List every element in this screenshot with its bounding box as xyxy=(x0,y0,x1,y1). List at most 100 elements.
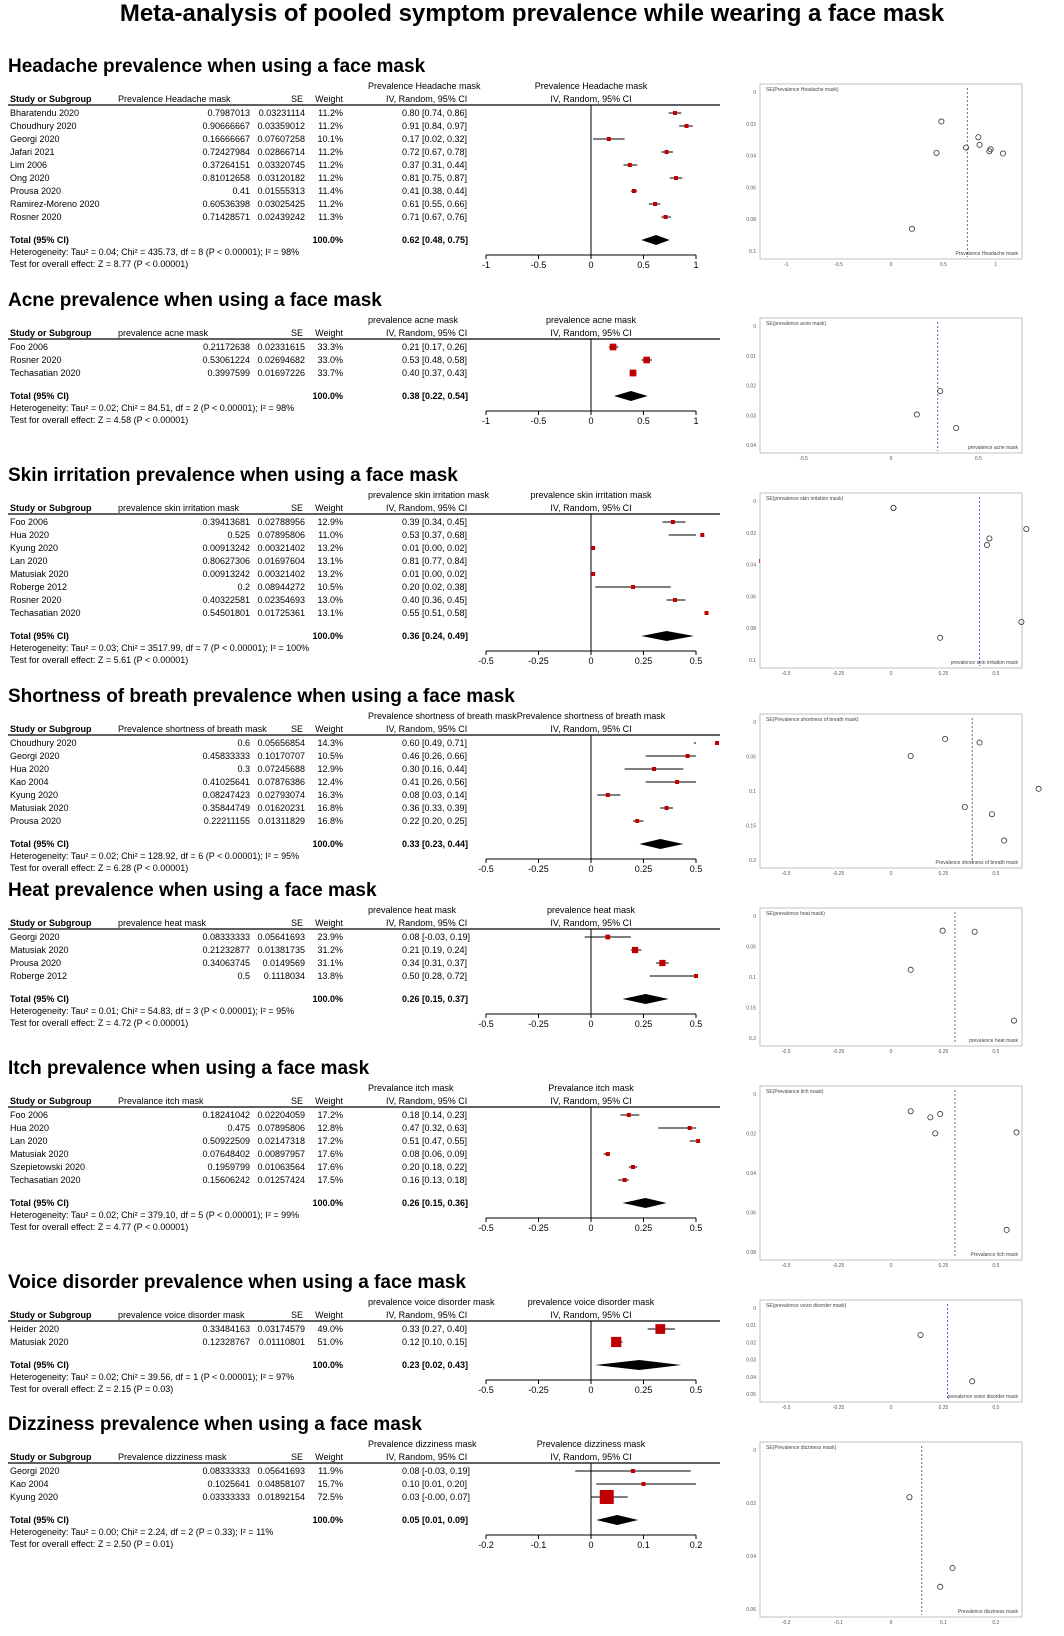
study-name: Szepietowski 2020 xyxy=(10,1162,85,1172)
funnel-point xyxy=(1011,1017,1018,1024)
funnel-point xyxy=(933,149,940,156)
funnel-y-tick: 0.05 xyxy=(746,945,756,951)
study-marker xyxy=(635,819,640,823)
forest-panel: Shortness of breath prevalence when usin… xyxy=(0,686,1064,880)
study-prevalence: 0.35844749 xyxy=(202,803,250,813)
study-marker xyxy=(599,1490,614,1504)
heterogeneity-text: Heterogeneity: Tau² = 0.04; Chi² = 435.7… xyxy=(10,247,299,257)
study-weight: 11.2% xyxy=(318,199,343,209)
funnel-y-label: SE(Prevalence shortness of breath mask) xyxy=(766,717,859,723)
study-weight: 15.7% xyxy=(317,1479,343,1489)
weight-column-header: Weight xyxy=(315,328,343,338)
study-prevalence: 0.3 xyxy=(237,764,250,774)
x-tick-label: 0.5 xyxy=(690,864,703,874)
study-column-header: Study or Subgroup xyxy=(10,1452,92,1462)
funnel-plot: SE(prevalence acne mask) prevalence acne … xyxy=(746,317,1023,462)
study-weight: 17.2% xyxy=(317,1110,343,1120)
funnel-y-label: SE(prevalence voice disorder mask) xyxy=(766,1303,847,1309)
study-marker xyxy=(673,111,677,115)
funnel-y-tick: 0 xyxy=(753,914,756,920)
funnel-y-tick: 0.08 xyxy=(746,1250,756,1256)
funnel-y-tick: 0.1 xyxy=(749,789,756,795)
total-weight: 100.0% xyxy=(312,1198,343,1208)
study-prevalence: 0.525 xyxy=(227,530,250,540)
funnel-x-tick: -0.25 xyxy=(833,671,845,677)
total-label: Total (95% CI) xyxy=(10,994,69,1004)
study-name: Ong 2020 xyxy=(10,173,50,183)
panel-title: Headache prevalence when using a face ma… xyxy=(8,56,426,77)
funnel-y-tick: 0.15 xyxy=(746,1006,756,1012)
study-prevalence: 0.22211155 xyxy=(204,816,250,826)
funnel-x-tick: -0.5 xyxy=(782,1405,791,1411)
total-ci-text: 0.05 [0.01, 0.09] xyxy=(402,1515,468,1525)
x-tick-label: 0 xyxy=(588,1223,593,1233)
prevalence-column-header: Prevalence dizziness mask xyxy=(118,1452,227,1462)
study-weight: 49.0% xyxy=(317,1324,343,1334)
x-tick-label: -0.25 xyxy=(528,656,549,666)
study-column-header: Study or Subgroup xyxy=(10,918,92,928)
plot-ci-header: IV, Random, 95% CI xyxy=(550,918,631,928)
study-name: Rosner 2020 xyxy=(10,212,62,222)
funnel-y-label: SE(prevalence acne mask) xyxy=(766,321,826,327)
study-se: 0.03174579 xyxy=(257,1324,305,1334)
study-prevalence: 0.18241042 xyxy=(202,1110,250,1120)
funnel-y-tick: 0.1 xyxy=(749,658,756,664)
study-marker xyxy=(663,215,668,219)
weight-column-header: Weight xyxy=(315,1310,343,1320)
study-name: Heider 2020 xyxy=(10,1324,59,1334)
study-marker xyxy=(631,1165,635,1169)
study-ci-text: 0.34 [0.31, 0.37] xyxy=(402,958,467,968)
funnel-y-tick: 0.03 xyxy=(746,413,756,419)
funnel-point xyxy=(927,1114,934,1121)
study-prevalence: 0.08247423 xyxy=(202,790,250,800)
funnel-x-tick: 0.2 xyxy=(992,1620,999,1626)
x-tick-label: -0.5 xyxy=(478,656,494,666)
study-name: Hua 2020 xyxy=(10,1123,49,1133)
study-ci-text: 0.47 [0.32, 0.63] xyxy=(402,1123,467,1133)
study-ci-text: 0.39 [0.34, 0.45] xyxy=(402,517,467,527)
funnel-x-tick: -1 xyxy=(784,262,789,268)
funnel-point xyxy=(961,804,968,811)
heterogeneity-text: Heterogeneity: Tau² = 0.02; Chi² = 128.9… xyxy=(10,851,299,861)
study-se: 0.01110801 xyxy=(259,1337,305,1347)
funnel-point xyxy=(949,1565,956,1572)
study-prevalence: 0.5 xyxy=(237,971,250,981)
funnel-point xyxy=(907,966,914,973)
study-marker xyxy=(627,163,632,167)
overall-effect-text: Test for overall effect: Z = 2.50 (P = 0… xyxy=(10,1539,173,1549)
funnel-y-tick: 0.03 xyxy=(746,1358,756,1364)
forest-panel: Headache prevalence when using a face ma… xyxy=(0,56,1064,290)
study-se: 0.02866714 xyxy=(257,147,305,157)
study-prevalence: 0.37264151 xyxy=(202,160,250,170)
funnel-point xyxy=(1003,1226,1010,1233)
study-marker xyxy=(664,806,669,810)
study-name: Hua 2020 xyxy=(10,764,49,774)
study-weight: 11.2% xyxy=(318,121,343,131)
x-tick-label: 0.25 xyxy=(635,1385,653,1395)
x-tick-label: 1 xyxy=(693,416,698,426)
study-marker xyxy=(626,1113,631,1117)
study-marker xyxy=(609,343,617,351)
study-weight: 10.1% xyxy=(317,134,343,144)
study-marker xyxy=(591,572,596,576)
study-marker xyxy=(659,959,666,967)
se-column-header: SE xyxy=(291,918,303,928)
effect-ci-header: IV, Random, 95% CI xyxy=(386,724,467,734)
study-se: 0.02354693 xyxy=(257,595,305,605)
funnel-point xyxy=(976,141,983,148)
funnel-point xyxy=(908,225,915,232)
funnel-point xyxy=(890,504,897,511)
funnel-x-tick: -0.25 xyxy=(833,871,845,877)
study-se: 0.03359012 xyxy=(257,121,305,131)
funnel-frame xyxy=(759,83,1023,260)
funnel-y-tick: 0.02 xyxy=(746,1340,756,1346)
study-se: 0.03025425 xyxy=(257,199,305,209)
x-tick-label: 0.1 xyxy=(637,1540,650,1550)
funnel-point xyxy=(913,411,920,418)
funnel-point xyxy=(932,1130,939,1137)
funnel-point xyxy=(937,387,944,394)
funnel-y-tick: 0.06 xyxy=(746,1607,756,1613)
weight-column-header: Weight xyxy=(315,503,343,513)
funnel-x-tick: 0.25 xyxy=(939,1049,949,1055)
funnel-x-tick: 0.5 xyxy=(992,1405,999,1411)
